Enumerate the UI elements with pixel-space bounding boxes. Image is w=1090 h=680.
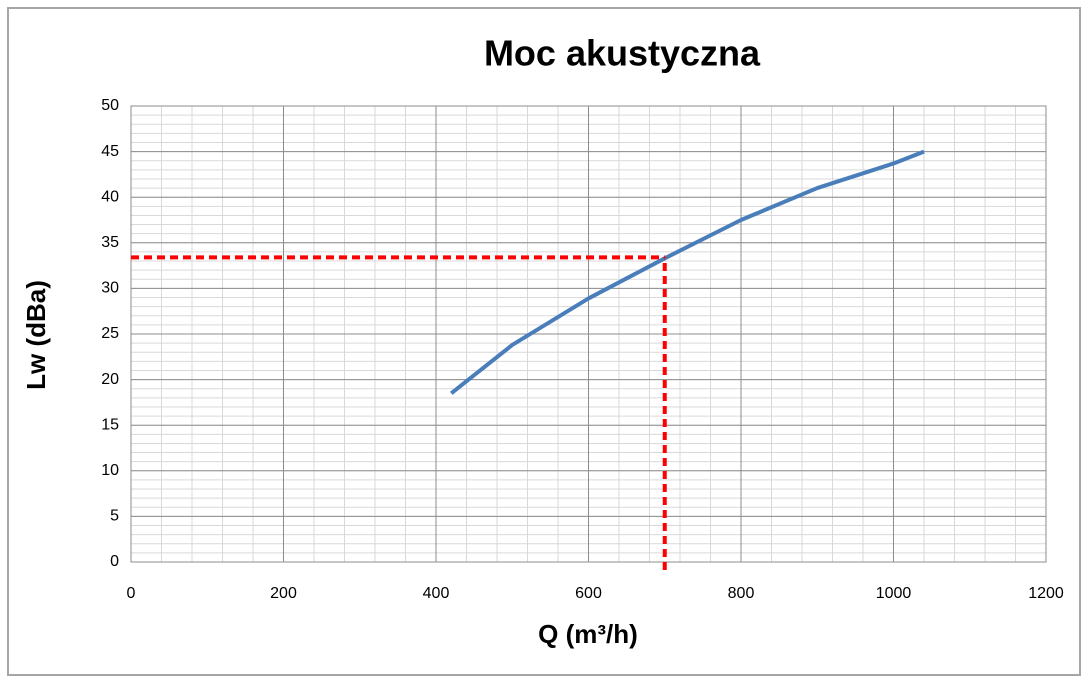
chart-title: Moc akustyczna [484, 33, 761, 74]
y-tick-label: 15 [101, 416, 119, 433]
x-tick-label: 400 [423, 585, 450, 602]
y-tick-label: 45 [101, 143, 119, 160]
y-tick-label: 20 [101, 371, 119, 388]
y-tick-label: 30 [101, 280, 119, 297]
y-tick-label: 10 [101, 462, 119, 479]
chart-frame [7, 7, 1081, 676]
x-tick-label: 800 [728, 585, 755, 602]
y-axis-label: Lw (dBa) [21, 280, 51, 390]
x-tick-label: 1200 [1028, 585, 1064, 602]
y-tick-label: 40 [101, 188, 119, 205]
y-tick-label: 5 [110, 508, 119, 525]
y-tick-label: 35 [101, 234, 119, 251]
y-tick-label: 0 [110, 553, 119, 570]
x-tick-label: 600 [575, 585, 602, 602]
y-tick-label: 25 [101, 325, 119, 342]
x-tick-label: 0 [127, 585, 136, 602]
data-line [450, 149, 925, 395]
x-tick-label: 200 [270, 585, 297, 602]
x-axis-label: Q (m³/h) [538, 619, 638, 649]
y-tick-label: 50 [101, 97, 119, 114]
x-tick-label: 1000 [876, 585, 912, 602]
plot-border [130, 105, 1047, 563]
